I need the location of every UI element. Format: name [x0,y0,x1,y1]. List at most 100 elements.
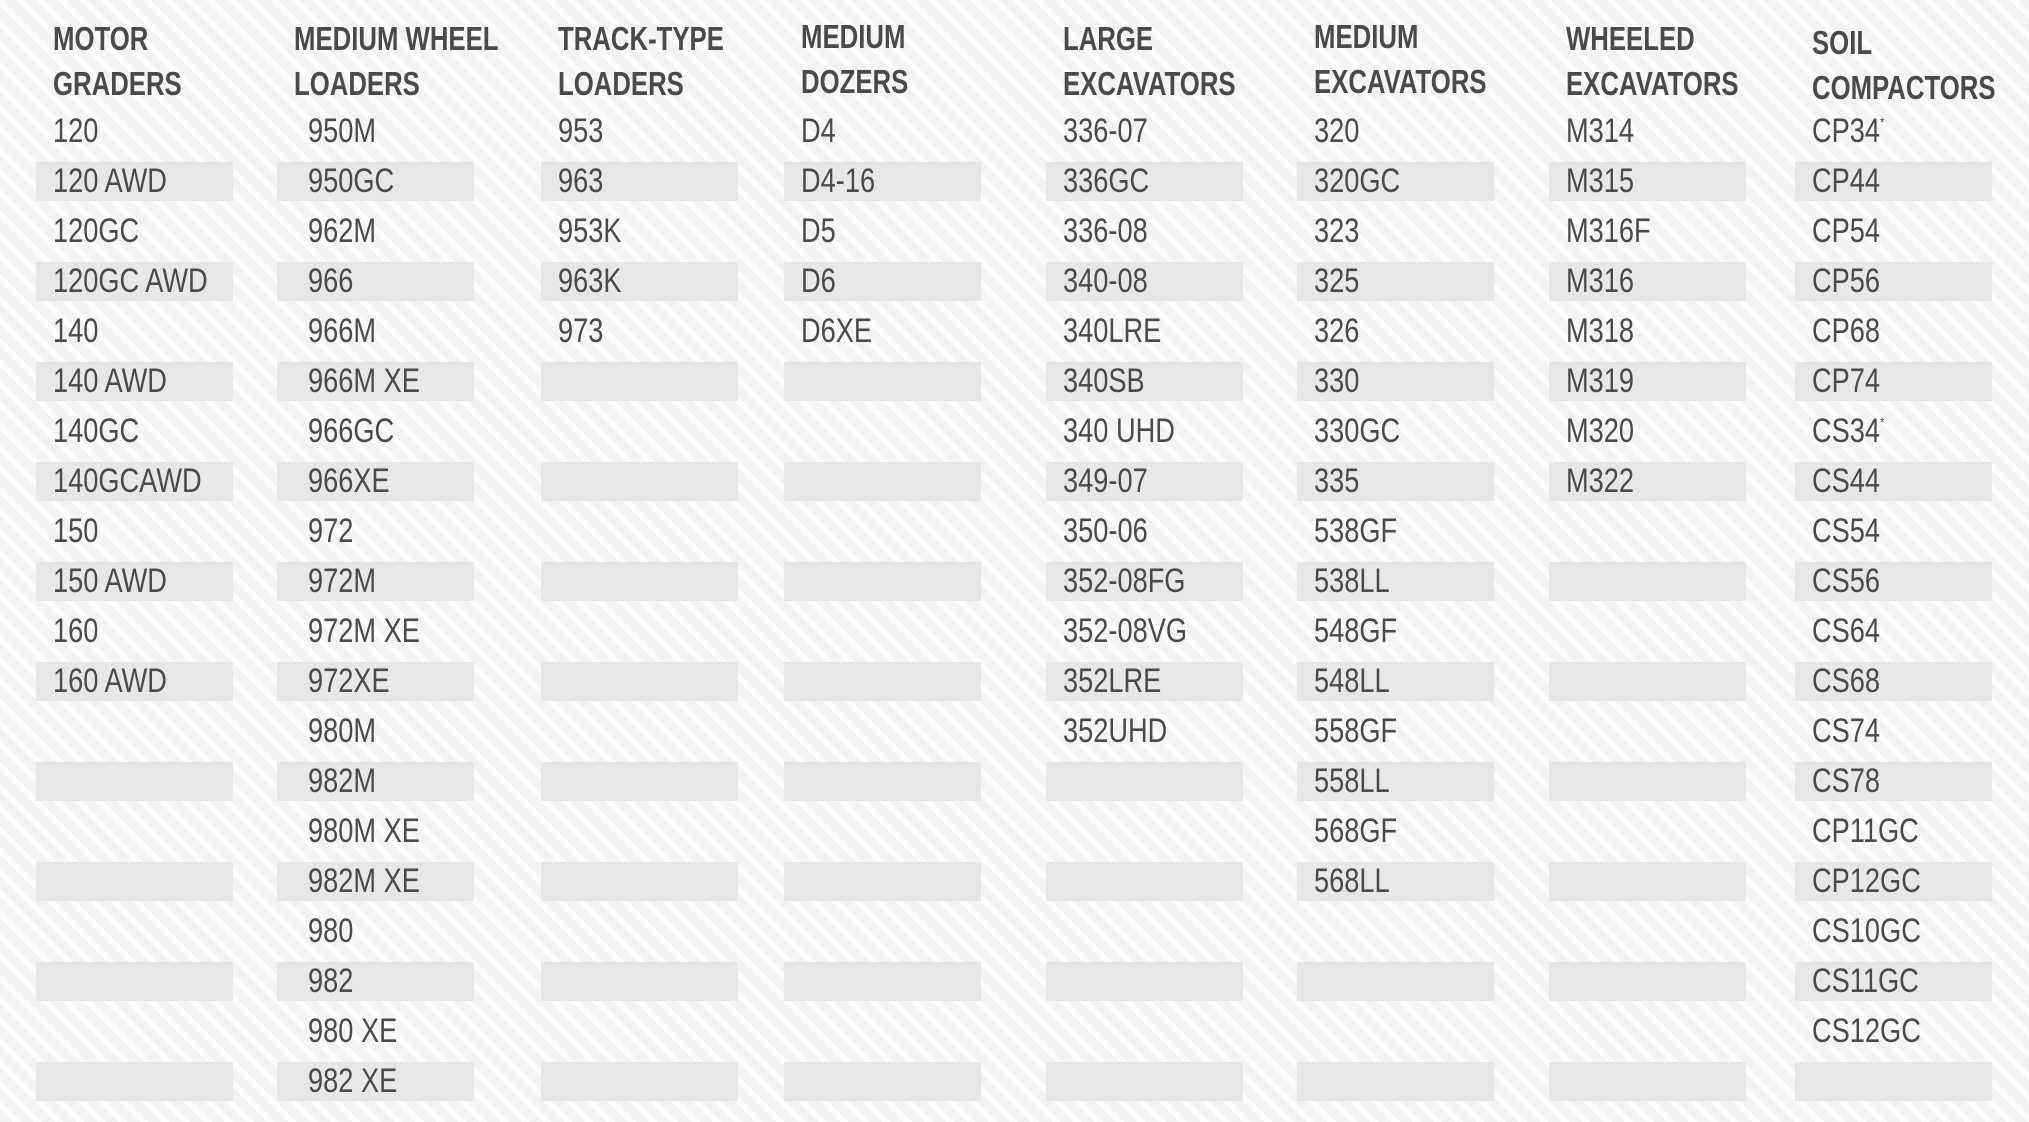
column-header: DOZERS [801,63,909,100]
row-band [1549,662,1746,701]
model-cell: 120GC AWD [53,262,208,300]
row-band [1795,1062,1992,1101]
row-band [1046,1062,1243,1101]
row-band [1549,862,1746,901]
model-cell: 980M XE [308,812,420,850]
model-cell: 160 AWD [53,662,167,700]
model-cell: 320GC [1314,162,1401,200]
row-band [541,862,738,901]
model-name: CS34 [1812,412,1881,450]
model-cell: 953K [558,212,622,250]
row-band [1046,762,1243,801]
model-cell: M315 [1566,162,1635,200]
row-band [277,662,474,701]
model-cell: 966XE [308,462,390,500]
row-band [277,862,474,901]
row-band [36,662,233,701]
row-band [1795,362,1992,401]
row-band [1795,462,1992,501]
model-cell: 335 [1314,462,1360,500]
model-cell: CP74 [1812,362,1881,400]
model-cell: CS64 [1812,612,1881,650]
model-cell: 950M [308,112,377,150]
row-band [1297,662,1494,701]
column-header: EXCAVATORS [1063,65,1236,102]
model-cell: 330GC [1314,412,1401,450]
model-cell: 963 [558,162,604,200]
column-header: TRACK-TYPE [558,20,724,57]
model-cell: 323 [1314,212,1360,250]
row-band [1046,862,1243,901]
model-cell: 336-08 [1063,212,1148,250]
column-header: LOADERS [558,65,684,102]
row-band [36,162,233,201]
model-cell: 330 [1314,362,1360,400]
column-header: GRADERS [53,65,182,102]
model-cell: M314 [1566,112,1635,150]
model-cell: 538GF [1314,512,1398,550]
column-header: COMPACTORS [1812,69,1996,106]
model-cell: 966M [308,312,377,350]
row-band [1549,462,1746,501]
model-cell: CP12GC [1812,862,1921,900]
row-band [1297,962,1494,1001]
row-band [277,1062,474,1101]
model-cell: 982 [308,962,354,1000]
model-cell: 340SB [1063,362,1145,400]
model-cell: 320 [1314,112,1360,150]
column-medium-excavators: MEDIUM EXCAVATORS 320 320GC 323 325 326 330 330G… [1297,0,1494,1122]
row-band [36,562,233,601]
row-band [541,162,738,201]
model-cell: CS10GC [1812,912,1921,950]
footnote-asterisk: * [1880,414,1885,430]
row-band [541,1062,738,1101]
row-band [1046,462,1243,501]
column-motor-graders: MOTOR GRADERS 120 120 AWD 120GC 120GC AWD 140 1… [36,0,233,1122]
footnote-asterisk: * [1880,114,1885,130]
row-band [784,162,981,201]
row-band [36,262,233,301]
row-band [1549,262,1746,301]
model-cell: 982 XE [308,1062,398,1100]
model-cell: CS54 [1812,512,1881,550]
model-name: CP34 [1812,112,1881,150]
model-cell: 350-06 [1063,512,1148,550]
column-header: SOIL [1812,24,1873,61]
model-cell: CS44 [1812,462,1881,500]
model-cell: CS34* [1812,411,1884,451]
column-header: MEDIUM [801,18,906,55]
column-medium-wheel-loaders: MEDIUM WHEEL LOADERS 950M 950GC 962M 966 966M 9… [277,0,498,1122]
column-medium-dozers: MEDIUM DOZERS D4 D4-16 D5 D6 D6XE [784,0,981,1122]
model-cell: 966GC [308,412,395,450]
row-band [1046,362,1243,401]
model-cell: 150 [53,512,99,550]
model-cell: 340LRE [1063,312,1162,350]
row-band [36,1062,233,1101]
model-cell: CS78 [1812,762,1881,800]
model-cell: 982M XE [308,862,420,900]
row-band [1795,562,1992,601]
model-cell: 538LL [1314,562,1390,600]
column-header: EXCAVATORS [1566,65,1739,102]
row-band [1549,562,1746,601]
row-band [784,362,981,401]
model-cell: 980 [308,912,354,950]
row-band [277,362,474,401]
model-cell: 326 [1314,312,1360,350]
row-band [1549,762,1746,801]
row-band [36,862,233,901]
row-band [277,962,474,1001]
model-cell: 140GCAWD [53,462,202,500]
model-cell: 558GF [1314,712,1398,750]
model-cell: 336-07 [1063,112,1148,150]
row-band [1297,762,1494,801]
model-cell: 352LRE [1063,662,1162,700]
row-band [1297,162,1494,201]
model-cell: CS11GC [1812,962,1919,1000]
row-band [1795,762,1992,801]
model-cell: 340-08 [1063,262,1148,300]
row-band [541,662,738,701]
row-band [1549,962,1746,1001]
model-cell: 160 [53,612,99,650]
model-cell: CP68 [1812,312,1881,350]
